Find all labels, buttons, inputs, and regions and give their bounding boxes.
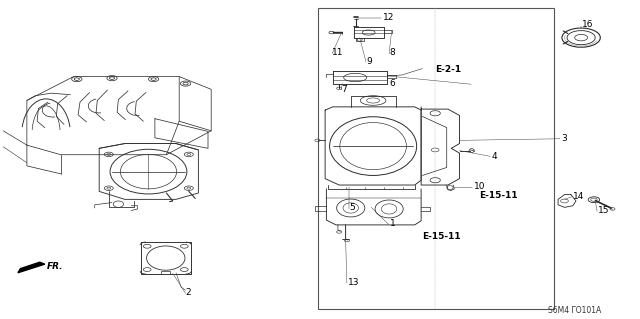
Polygon shape (18, 262, 45, 273)
Text: E-2-1: E-2-1 (435, 65, 461, 74)
Text: 2: 2 (186, 288, 191, 297)
Text: 14: 14 (573, 192, 584, 201)
Bar (318, 8, 554, 309)
Text: 11: 11 (332, 48, 344, 57)
Text: 12: 12 (383, 13, 394, 22)
Text: 9: 9 (366, 57, 372, 66)
Text: 16: 16 (582, 20, 594, 29)
Text: E-15-11: E-15-11 (422, 232, 461, 241)
Text: 13: 13 (348, 278, 360, 287)
Text: 7: 7 (341, 85, 347, 94)
Text: S6M4 ΓO101A: S6M4 ΓO101A (548, 306, 602, 315)
Text: 8: 8 (390, 48, 396, 57)
Text: 1: 1 (390, 219, 396, 228)
Text: 6: 6 (390, 79, 396, 88)
Text: 10: 10 (474, 182, 485, 191)
Text: FR.: FR. (47, 262, 63, 271)
Text: 3: 3 (561, 134, 567, 143)
Text: E-15-11: E-15-11 (479, 191, 517, 200)
Text: 4: 4 (492, 152, 497, 161)
Text: 5: 5 (349, 204, 355, 212)
Text: 15: 15 (598, 206, 610, 215)
